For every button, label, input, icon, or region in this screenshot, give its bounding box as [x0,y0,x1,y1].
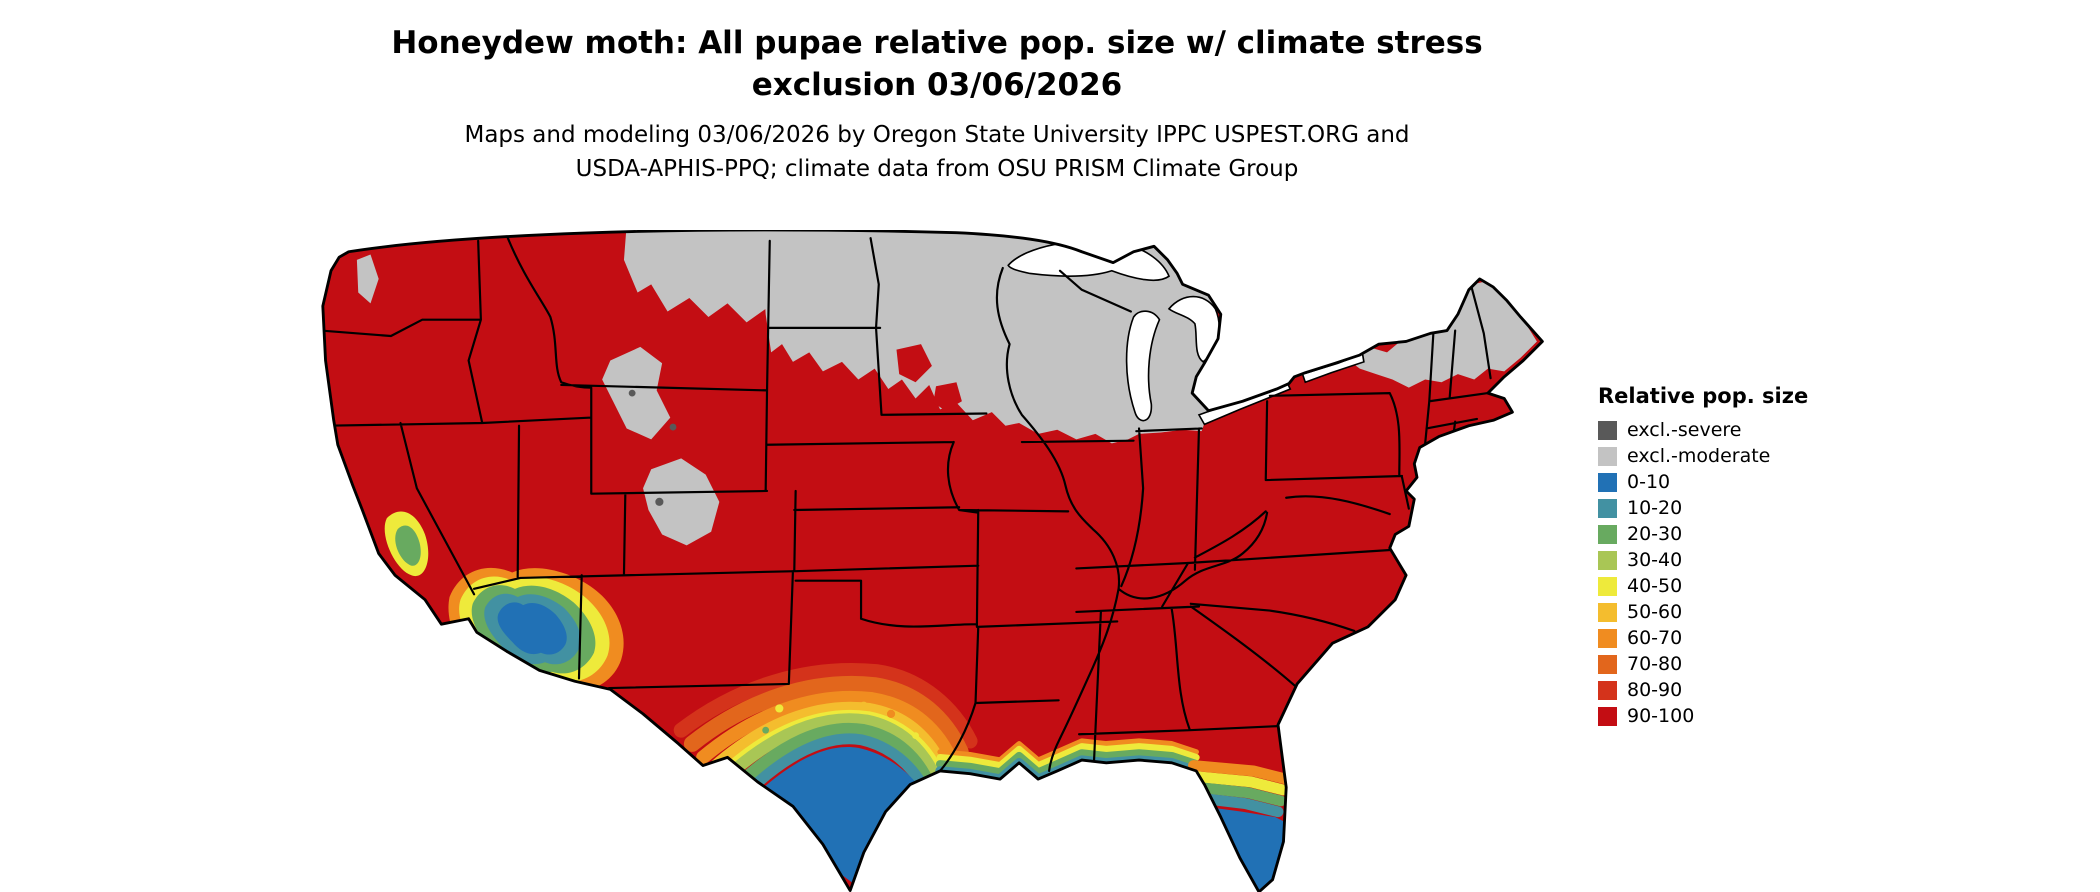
legend: Relative pop. size excl.-severe excl.-mo… [1598,384,1808,729]
fringe-gulf-60-70 [937,738,1199,763]
legend-swatch [1598,680,1617,700]
legend-swatch [1598,550,1617,570]
legend-swatch [1598,446,1617,466]
legend-label: 30-40 [1627,549,1683,571]
legend-swatch [1598,576,1617,596]
subtitle-line1: Maps and modeling 03/06/2026 by Oregon S… [464,122,1410,148]
band-tx-10-20 [743,733,930,796]
legend-item: 10-20 [1598,495,1808,521]
page-title-line1: Honeydew moth: All pupae relative pop. s… [391,25,1483,61]
band-fl-20-30 [1190,781,1287,807]
legend-label: 20-30 [1627,523,1683,545]
legend-item: 80-90 [1598,677,1808,703]
legend-swatch [1598,420,1617,440]
band-tx-80-90 [673,663,978,749]
great-lakes [1007,240,1365,426]
band-tx-30-40 [724,713,943,786]
band-tx-60-70 [696,690,960,770]
fringe-gulf-20-30 [936,749,1201,777]
legend-item: 30-40 [1598,547,1808,573]
us-map [316,230,1556,892]
legend-items: excl.-severe excl.-moderate 0-10 10-20 2… [1598,417,1808,729]
subtitle-line2: USDA-APHIS-PPQ; climate data from OSU PR… [575,156,1299,182]
legend-swatch [1598,706,1617,726]
patch-ca-valley-20-30 [395,525,421,566]
legend-swatch [1598,498,1617,518]
legend-swatch [1598,472,1617,492]
legend-item: 50-60 [1598,599,1808,625]
band-fl-10-20 [1193,792,1284,818]
legend-item: excl.-severe [1598,417,1808,443]
patch-az-0-10 [497,602,567,655]
legend-label: 60-70 [1627,627,1683,649]
legend-label: excl.-severe [1627,419,1742,441]
band-tx-70-80 [683,675,969,761]
band-fl-60-70 [1188,760,1292,785]
map-region-excluded-severe [628,389,677,506]
fringe-gulf-40-50 [936,743,1200,769]
legend-item: 0-10 [1598,469,1808,495]
legend-label: excl.-moderate [1627,445,1771,467]
subtitle: Maps and modeling 03/06/2026 by Oregon S… [0,118,1874,186]
legend-item: 60-70 [1598,625,1808,651]
header: Honeydew moth: All pupae relative pop. s… [0,22,1874,186]
legend-label: 40-50 [1627,575,1683,597]
legend-swatch [1598,628,1617,648]
map-red-pockets [896,344,962,411]
legend-swatch [1598,524,1617,544]
legend-item: 90-100 [1598,703,1808,729]
band-fl-40-50 [1188,770,1289,796]
legend-label: 80-90 [1627,679,1683,701]
legend-label: 50-60 [1627,601,1683,623]
legend-title: Relative pop. size [1598,384,1809,408]
band-tx-20-30 [735,722,936,791]
legend-label: 70-80 [1627,653,1683,675]
page-title-line2: exclusion 03/06/2026 [751,67,1123,103]
legend-label: 0-10 [1627,471,1671,493]
legend-item: 70-80 [1598,651,1808,677]
legend-item: 40-50 [1598,573,1808,599]
legend-item: excl.-moderate [1598,443,1808,469]
state-borders [322,234,1492,773]
legend-label: 10-20 [1627,497,1683,519]
legend-swatch [1598,654,1617,674]
us-map-svg [321,230,1544,892]
legend-swatch [1598,602,1617,622]
legend-item: 20-30 [1598,521,1808,547]
legend-label: 90-100 [1627,705,1695,727]
